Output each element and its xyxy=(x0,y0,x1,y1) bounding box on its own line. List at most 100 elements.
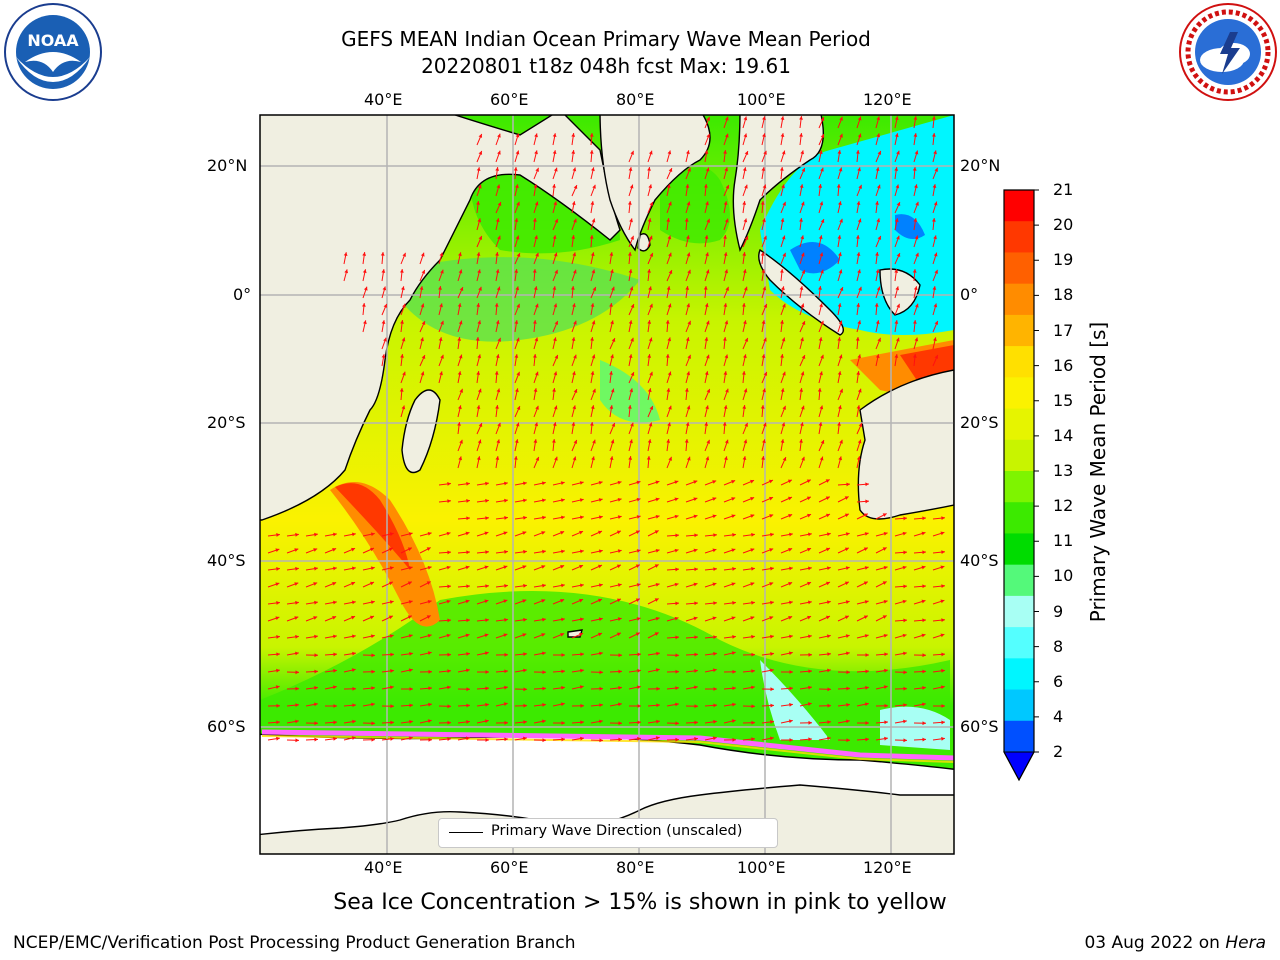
wave-arrow-head xyxy=(438,337,443,342)
wave-arrow-head xyxy=(381,269,386,273)
wave-arrow-head xyxy=(819,456,824,461)
wave-arrow-head xyxy=(589,235,594,239)
wave-arrow-head xyxy=(496,388,501,393)
wave-arrow-head xyxy=(476,201,480,205)
wave-arrow-head xyxy=(532,354,537,358)
wave-arrow-head xyxy=(693,685,698,690)
wave-arrow-head xyxy=(532,269,537,273)
wave-arrow-head xyxy=(781,286,785,291)
colorbar-tick-label: 4 xyxy=(1053,706,1064,726)
wave-arrow-head xyxy=(751,669,755,674)
wave-arrow-head xyxy=(534,422,539,427)
wave-arrow-head xyxy=(648,150,653,155)
wave-arrow-head xyxy=(580,652,584,657)
wave-arrow-head xyxy=(475,337,480,341)
wave-arrow-head xyxy=(922,516,926,521)
wave-arrow-head xyxy=(573,320,577,325)
wave-arrow-head xyxy=(685,184,690,188)
wave-arrow-head xyxy=(763,235,767,240)
wave-arrow-head xyxy=(314,721,318,726)
wave-arrow-head xyxy=(295,600,299,605)
wave-arrow-head xyxy=(883,565,888,570)
wave-arrow-head xyxy=(407,547,412,552)
wave-arrow-head xyxy=(864,600,869,604)
wave-arrow-head xyxy=(712,548,717,553)
wave-arrow-head xyxy=(573,439,578,444)
wave-arrow-head xyxy=(666,218,671,222)
wave-arrow-head xyxy=(495,456,500,460)
wave-arrow-head xyxy=(523,703,527,708)
wave-arrow-head xyxy=(553,337,557,342)
wave-arrow-head xyxy=(553,303,558,308)
wave-arrow-head xyxy=(534,371,539,376)
wave-arrow-head xyxy=(561,583,565,588)
wave-arrow-head xyxy=(894,354,899,358)
wave-arrow-head xyxy=(933,235,937,240)
wave-arrow-head xyxy=(466,720,470,724)
wave-arrow-head xyxy=(495,405,499,409)
wave-arrow-head xyxy=(516,303,520,308)
wave-arrow-head xyxy=(694,652,698,657)
wave-arrow-head xyxy=(807,581,812,586)
wave-arrow-head xyxy=(276,703,280,708)
wave-arrow-head xyxy=(940,531,945,536)
wave-arrow-head xyxy=(770,600,774,605)
wave-arrow-head xyxy=(837,337,842,341)
wave-arrow-head xyxy=(770,720,774,724)
wave-arrow-head xyxy=(732,686,736,691)
wave-arrow-head xyxy=(496,286,501,291)
wave-arrow-head xyxy=(827,652,831,657)
wave-arrow-head xyxy=(580,720,584,725)
wave-arrow-head xyxy=(610,320,614,325)
wave-arrow-head xyxy=(750,616,755,620)
wave-arrow-head xyxy=(579,481,584,485)
wave-arrow-head xyxy=(674,514,679,519)
colorbar-extend-arrow xyxy=(1003,751,1035,782)
wave-arrow-head xyxy=(591,320,596,325)
wave-arrow-head xyxy=(800,405,805,410)
wave-arrow-head xyxy=(921,531,926,536)
wave-arrow-head xyxy=(742,201,747,205)
wave-arrow-head xyxy=(628,167,633,171)
wave-arrow-head xyxy=(836,184,841,188)
wave-arrow-head xyxy=(654,598,659,602)
wave-arrow-head xyxy=(399,388,404,392)
wave-arrow-head xyxy=(428,669,432,674)
wave-arrow-head xyxy=(846,670,850,675)
colorbar-tick-label: 13 xyxy=(1053,461,1074,480)
wave-arrow-head xyxy=(554,320,559,325)
wave-arrow-head xyxy=(523,583,527,588)
wave-arrow-head xyxy=(591,456,595,461)
wave-arrow-head xyxy=(514,354,519,358)
wave-arrow-head xyxy=(523,668,527,673)
wave-arrow-head xyxy=(592,184,596,189)
wave-arrow-head xyxy=(485,670,489,674)
wave-arrow-head xyxy=(666,388,671,392)
wave-arrow-head xyxy=(762,116,766,121)
wave-arrow-head xyxy=(515,337,520,342)
wave-arrow-head xyxy=(751,634,755,639)
wave-arrow-head xyxy=(807,702,812,706)
wave-arrow-head xyxy=(542,617,546,622)
wave-arrow-head xyxy=(686,405,691,410)
wave-arrow-head xyxy=(599,738,603,743)
wave-arrow-head xyxy=(570,286,575,290)
wave-arrow-head xyxy=(864,702,869,707)
wave-arrow-head xyxy=(485,498,489,503)
wave-arrow-head xyxy=(761,320,766,324)
wave-arrow-head xyxy=(712,514,717,519)
wave-arrow-head xyxy=(504,737,508,742)
wave-arrow-head xyxy=(351,600,356,605)
colorbar-tick-label: 15 xyxy=(1053,390,1074,410)
wave-arrow-head xyxy=(313,548,318,552)
wave-arrow-head xyxy=(589,422,594,426)
wave-arrow-head xyxy=(515,150,520,155)
wave-arrow-head xyxy=(535,456,540,461)
wave-arrow-head xyxy=(762,218,766,223)
wave-arrow-head xyxy=(667,422,671,427)
wave-arrow-head xyxy=(611,338,616,343)
wave-arrow-head xyxy=(782,252,786,257)
wave-arrow-head xyxy=(780,439,785,443)
wave-arrow-head xyxy=(560,702,565,707)
wave-arrow-head xyxy=(731,497,736,501)
